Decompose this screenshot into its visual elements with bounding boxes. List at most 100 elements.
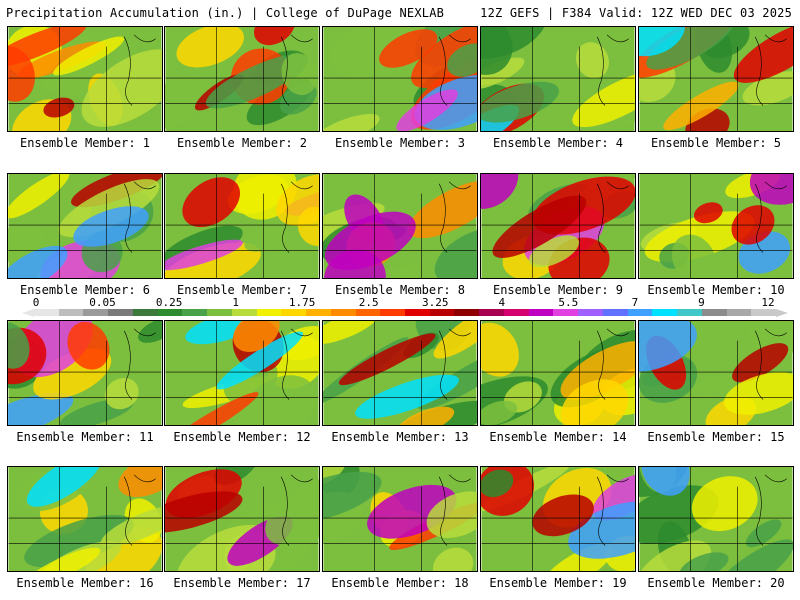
ensemble-panel: Ensemble Member: 5 [638,26,794,150]
precip-map [322,173,478,279]
ensemble-panel: Ensemble Member: 10 [638,173,794,297]
legend-swatch [454,309,480,316]
ensemble-panel: Ensemble Member: 7 [164,173,320,297]
panel-label: Ensemble Member: 15 [647,430,785,444]
panel-label: Ensemble Member: 7 [176,283,308,297]
panel-label: Ensemble Member: 10 [647,283,785,297]
precip-map [638,173,794,279]
legend-swatch [751,309,777,316]
ensemble-panel: Ensemble Member: 8 [322,173,478,297]
panel-label: Ensemble Member: 3 [334,136,466,150]
panel-label: Ensemble Member: 12 [173,430,311,444]
precip-map [322,320,478,426]
valid-time-label: 12Z GEFS | F384 Valid: 12Z WED DEC 03 20… [480,6,792,20]
precip-map [322,466,478,572]
panel-label: Ensemble Member: 18 [331,576,469,590]
precip-map [7,466,163,572]
panel-label: Ensemble Member: 1 [19,136,151,150]
ensemble-panel: Ensemble Member: 4 [480,26,636,150]
panel-label: Ensemble Member: 6 [19,283,151,297]
legend-swatch [231,309,257,316]
ensemble-panel: Ensemble Member: 18 [322,466,478,590]
legend-tick-label: 9 [698,296,705,309]
legend-swatch [652,309,678,316]
ensemble-panel: Ensemble Member: 17 [164,466,320,590]
ensemble-panel: Ensemble Member: 14 [480,320,636,444]
precip-map [164,173,320,279]
chart-title: Precipitation Accumulation (in.) | Colle… [6,6,445,20]
precip-map [638,26,794,132]
legend-swatch [34,309,59,316]
legend-swatch [380,309,406,316]
legend-swatch [132,309,158,316]
precip-map [7,173,163,279]
ensemble-panel: Ensemble Member: 1 [7,26,163,150]
precip-color-legend: 0 0.05 0.25 1 1.75 2.5 3.25 4 5.5 7 9 12 [20,296,790,320]
ensemble-panel: Ensemble Member: 16 [7,466,163,590]
legend-swatch [578,309,603,316]
ensemble-panel: Ensemble Member: 20 [638,466,794,590]
panel-label: Ensemble Member: 5 [650,136,782,150]
precip-map [638,466,794,572]
legend-swatch [528,309,554,316]
ensemble-panel: Ensemble Member: 13 [322,320,478,444]
legend-swatch [479,309,504,316]
legend-color-bar [34,309,777,316]
panel-label: Ensemble Member: 2 [176,136,308,150]
precip-map [322,26,478,132]
precip-map [480,320,636,426]
panel-label: Ensemble Member: 17 [173,576,311,590]
precip-map [480,466,636,572]
legend-right-arrow [776,309,788,317]
legend-swatch [157,309,183,316]
legend-swatch [701,309,727,316]
precip-map [7,320,163,426]
legend-tick-label: 7 [631,296,639,309]
precip-map [7,26,163,132]
legend-swatch [182,309,208,316]
legend-swatch [627,309,653,316]
panel-label: Ensemble Member: 4 [492,136,624,150]
legend-tick-label: 2.5 [358,296,379,309]
ensemble-panel: Ensemble Member: 19 [480,466,636,590]
legend-tick-label: 1.75 [288,296,316,309]
legend-left-arrow [22,309,34,317]
legend-swatch [281,309,307,316]
panel-label: Ensemble Member: 19 [489,576,627,590]
ensemble-panel: Ensemble Member: 12 [164,320,320,444]
panel-label: Ensemble Member: 20 [647,576,785,590]
legend-swatch [553,309,579,316]
legend-swatch [108,309,133,316]
legend-swatch [355,309,381,316]
panel-label: Ensemble Member: 9 [492,283,624,297]
panel-label: Ensemble Member: 8 [334,283,466,297]
precip-map [164,320,320,426]
precip-map [164,466,320,572]
legend-swatch [256,309,282,316]
legend-swatch [602,309,628,316]
ensemble-panel: Ensemble Member: 2 [164,26,320,150]
precip-map [480,173,636,279]
legend-swatch [429,309,455,316]
legend-tick-label: 3.25 [422,296,449,309]
precip-map [164,26,320,132]
legend-tick-label: 12 [761,296,775,309]
legend-swatch [330,309,356,316]
precip-map [480,26,636,132]
panel-label: Ensemble Member: 13 [331,430,469,444]
legend-tick-label: 0 [32,296,40,309]
legend-tick-label: 0.25 [155,296,183,309]
legend-swatch [207,309,232,316]
legend-swatch [726,309,752,316]
ensemble-panel: Ensemble Member: 6 [7,173,163,297]
legend-swatch [503,309,529,316]
ensemble-panel: Ensemble Member: 15 [638,320,794,444]
legend-swatch [83,309,109,316]
legend-swatch [58,309,84,316]
legend-tick-label: 0.05 [89,296,116,309]
legend-swatch [405,309,430,316]
precip-map [638,320,794,426]
panel-label: Ensemble Member: 16 [16,576,154,590]
panel-label: Ensemble Member: 11 [16,430,154,444]
legend-swatch [306,309,331,316]
